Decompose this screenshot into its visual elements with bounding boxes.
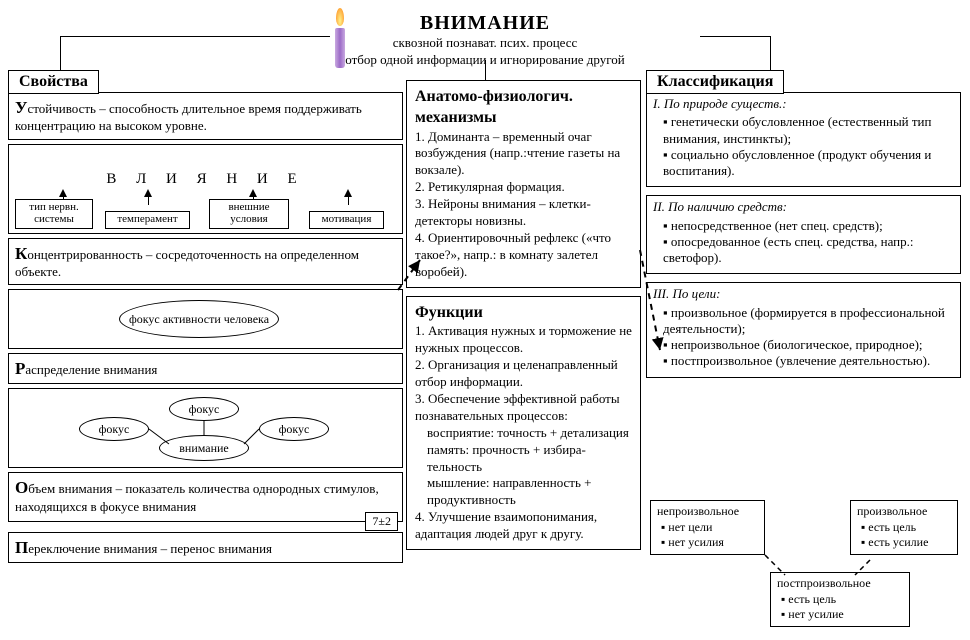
influence-title: В Л И Я Н И Е [9,171,402,188]
left-column: Свойства Устойчивость – способность длит… [8,80,403,567]
connector-line [485,60,486,80]
classification-group-3: III. По цели: произвольное (формируется … [646,282,961,377]
box-neproizvolnoe: непроизвольное нет цели нет усилия [650,500,765,555]
focus-activity-box: фокус активности человека [8,289,403,349]
influence-diagram: В Л И Я Н И Е тип нервн. системы темпера… [8,144,403,234]
influence-item: внешние условия [209,199,289,228]
right-column: Классификация I. По природе существ.: ге… [646,80,961,386]
section-label-classification: Классификация [646,70,784,94]
focus-activity-ellipse: фокус активности человека [119,300,279,338]
classification-group-1: I. По природе существ.: генетически обус… [646,92,961,187]
influence-item: тип нервн. системы [15,199,93,228]
capacity-badge: 7±2 [365,512,398,531]
connector-line [60,36,330,37]
property-raspredelenie: Распределение внимания [8,353,403,384]
anatomy-heading: Анатомо-физиологич. механизмы [415,87,632,129]
header: ВНИМАНИЕ сквозной познават. псих. процес… [0,0,970,69]
subtitle-1: сквозной познават. псих. процесс [0,35,970,52]
box-postproizvolnoe: постпроизвольное есть цель нет усилие [770,572,910,627]
property-ustoychivost: Устойчивость – способность длительное вр… [8,92,403,140]
middle-column: Анатомо-физиологич. механизмы 1. Доминан… [406,80,641,558]
attention-diagram: фокус фокус фокус внимание [8,388,403,468]
property-koncentrirovannost: Концентрированность – сосредоточенность … [8,238,403,286]
property-pereklyuchenie: Переключение внимания – перенос внимания [8,532,403,563]
classification-group-2: II. По наличию средств: непосредственное… [646,195,961,274]
box-proizvolnoe: произвольное есть цель есть усилие [850,500,958,555]
influence-item: мотивация [309,211,384,229]
anatomy-box: Анатомо-физиологич. механизмы 1. Доминан… [406,80,641,288]
page-title: ВНИМАНИЕ [0,12,970,35]
functions-box: Функции 1. Активация нужных и торможе­ни… [406,296,641,550]
connector-line [700,36,770,37]
influence-item: темперамент [105,211,190,229]
property-obyom: Объем внимания – показатель количества о… [8,472,403,522]
functions-heading: Функции [415,303,632,324]
section-label-properties: Свойства [8,70,99,94]
